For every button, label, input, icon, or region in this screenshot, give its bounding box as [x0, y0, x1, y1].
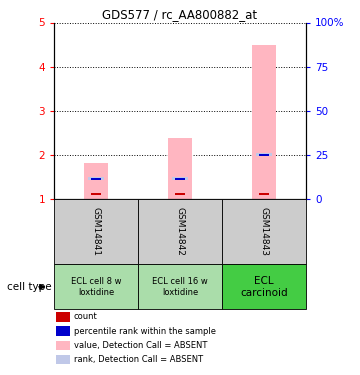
Bar: [54, 199, 138, 264]
Bar: [91, 178, 101, 180]
Text: GSM14842: GSM14842: [176, 207, 185, 256]
Bar: [168, 138, 192, 199]
Bar: [172, 177, 188, 180]
Bar: [88, 177, 104, 180]
Text: count: count: [74, 312, 98, 321]
Text: rank, Detection Call = ABSENT: rank, Detection Call = ABSENT: [74, 355, 203, 364]
Bar: [84, 163, 108, 199]
Text: ECL cell 16 w
loxtidine: ECL cell 16 w loxtidine: [152, 277, 208, 297]
Text: GSM14843: GSM14843: [260, 207, 269, 256]
Bar: [91, 193, 101, 195]
Title: GDS577 / rc_AA800882_at: GDS577 / rc_AA800882_at: [103, 8, 257, 21]
Bar: [222, 264, 306, 309]
Text: percentile rank within the sample: percentile rank within the sample: [74, 327, 216, 336]
Bar: [259, 154, 269, 156]
Bar: [175, 178, 185, 180]
Bar: [252, 45, 276, 199]
Text: ECL
carcinoid: ECL carcinoid: [240, 276, 288, 298]
Bar: [259, 193, 269, 195]
Bar: [54, 264, 138, 309]
Bar: [175, 193, 185, 195]
Bar: [222, 199, 306, 264]
Bar: [256, 153, 272, 156]
Text: value, Detection Call = ABSENT: value, Detection Call = ABSENT: [74, 341, 207, 350]
Text: ECL cell 8 w
loxtidine: ECL cell 8 w loxtidine: [71, 277, 121, 297]
Text: GSM14841: GSM14841: [91, 207, 100, 256]
Text: cell type: cell type: [7, 282, 52, 292]
Bar: [138, 199, 222, 264]
Bar: [138, 264, 222, 309]
